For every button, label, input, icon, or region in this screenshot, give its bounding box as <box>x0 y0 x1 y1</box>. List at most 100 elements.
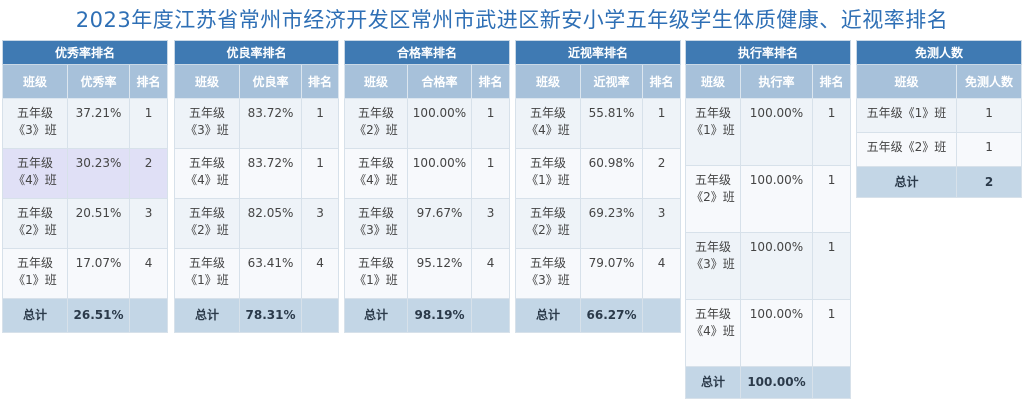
count-cell: 1 <box>955 132 1023 167</box>
class-cell: 五年级《4》班 <box>174 148 240 199</box>
total-label: 总计 <box>344 298 408 333</box>
table-row: 五年级《3》班 97.67% 3 <box>344 198 511 249</box>
table-row: 五年级《2》班 82.05% 3 <box>174 198 340 249</box>
rate-cell: 60.98% <box>580 148 643 199</box>
column-header-rank: 排名 <box>641 64 682 99</box>
table-row: 五年级《4》班 83.72% 1 <box>174 148 340 199</box>
column-header-rate: 优秀率 <box>67 64 130 99</box>
rank-cell: 2 <box>641 148 682 199</box>
total-row: 总计 98.19% <box>344 298 511 333</box>
table-row: 五年级《1》班 100.00% 1 <box>685 98 852 166</box>
rate-cell: 95.12% <box>407 248 472 299</box>
column-header-rank: 排名 <box>470 64 511 99</box>
table-row: 五年级《4》班 100.00% 1 <box>344 148 511 199</box>
rate-cell: 97.67% <box>407 198 472 249</box>
class-cell: 五年级《2》班 <box>685 165 741 233</box>
rank-cell: 1 <box>300 148 340 199</box>
table-row: 五年级《3》班 79.07% 4 <box>515 248 682 299</box>
table-row: 五年级《2》班 69.23% 3 <box>515 198 682 249</box>
rank-cell: 1 <box>811 299 852 367</box>
pass-rate-table: 合格率排名 班级 合格率 排名 五年级《2》班 100.00% 1 五年级《4》… <box>343 40 511 333</box>
class-cell: 五年级《4》班 <box>2 148 68 199</box>
column-header-rate: 近视率 <box>580 64 643 99</box>
rate-cell: 79.07% <box>580 248 643 299</box>
rate-cell: 83.72% <box>239 98 302 149</box>
class-cell: 五年级《1》班 <box>856 98 957 133</box>
total-value: 98.19% <box>407 298 472 333</box>
class-cell: 五年级《4》班 <box>685 299 741 367</box>
table-row: 五年级《4》班 55.81% 1 <box>515 98 682 149</box>
column-header-rank: 排名 <box>128 64 169 99</box>
class-cell: 五年级《1》班 <box>174 248 240 299</box>
rate-cell: 17.07% <box>67 248 130 299</box>
rank-cell: 1 <box>811 98 852 166</box>
page-title: 2023年度江苏省常州市经济开发区常州市武进区新安小学五年级学生体质健康、近视率… <box>75 8 949 32</box>
table-row: 五年级《2》班 100.00% 1 <box>344 98 511 149</box>
column-header-rank: 排名 <box>811 64 852 99</box>
rank-cell: 1 <box>128 98 169 149</box>
table-row: 五年级《1》班 63.41% 4 <box>174 248 340 299</box>
class-cell: 五年级《3》班 <box>174 98 240 149</box>
class-cell: 五年级《2》班 <box>515 198 581 249</box>
rate-cell: 83.72% <box>239 148 302 199</box>
column-header-rate: 优良率 <box>239 64 302 99</box>
table-header: 合格率排名 <box>343 40 511 65</box>
rate-cell: 30.23% <box>67 148 130 199</box>
class-cell: 五年级《4》班 <box>344 148 408 199</box>
class-cell: 五年级《1》班 <box>515 148 581 199</box>
total-row: 总计 100.00% <box>685 366 852 399</box>
rank-cell: 1 <box>300 98 340 149</box>
rank-cell: 3 <box>470 198 511 249</box>
excellent-rate-table: 优秀率排名 班级 优秀率 排名 五年级《3》班 37.21% 1 五年级《4》班… <box>1 40 169 333</box>
good-rate-table: 优良率排名 班级 优良率 排名 五年级《3》班 83.72% 1 五年级《4》班… <box>173 40 340 333</box>
table-header: 优良率排名 <box>173 40 340 65</box>
rate-cell: 100.00% <box>407 148 472 199</box>
rank-cell: 4 <box>300 248 340 299</box>
myopia-rate-table: 近视率排名 班级 近视率 排名 五年级《4》班 55.81% 1 五年级《1》班… <box>514 40 682 333</box>
column-header-class: 班级 <box>515 64 581 99</box>
rank-cell: 3 <box>128 198 169 249</box>
total-label: 总计 <box>856 166 957 198</box>
class-cell: 五年级《2》班 <box>856 132 957 167</box>
column-header-rate: 执行率 <box>740 64 813 99</box>
rate-cell: 100.00% <box>740 299 813 367</box>
rate-cell: 100.00% <box>740 98 813 166</box>
class-cell: 五年级《2》班 <box>344 98 408 149</box>
rate-cell: 20.51% <box>67 198 130 249</box>
total-value: 100.00% <box>740 366 813 399</box>
column-header-rank: 排名 <box>300 64 340 99</box>
class-cell: 五年级《3》班 <box>685 232 741 300</box>
column-header-class: 班级 <box>344 64 408 99</box>
total-row: 总计 2 <box>856 166 1023 198</box>
total-value: 2 <box>955 166 1023 198</box>
rank-cell: 1 <box>811 232 852 300</box>
table-header: 近视率排名 <box>514 40 682 65</box>
column-header-class: 班级 <box>685 64 741 99</box>
rank-cell: 1 <box>811 165 852 233</box>
rate-cell: 82.05% <box>239 198 302 249</box>
total-label: 总计 <box>685 366 741 399</box>
table-row: 五年级《4》班 100.00% 1 <box>685 299 852 367</box>
total-value: 66.27% <box>580 298 643 333</box>
table-header: 执行率排名 <box>684 40 852 65</box>
rank-cell: 4 <box>128 248 169 299</box>
rate-cell: 100.00% <box>407 98 472 149</box>
rate-cell: 100.00% <box>740 232 813 300</box>
total-label: 总计 <box>515 298 581 333</box>
table-row: 五年级《4》班 30.23% 2 <box>2 148 169 199</box>
rate-cell: 37.21% <box>67 98 130 149</box>
class-cell: 五年级《1》班 <box>2 248 68 299</box>
column-header-rate: 合格率 <box>407 64 472 99</box>
class-cell: 五年级《3》班 <box>515 248 581 299</box>
table-row: 五年级《2》班 20.51% 3 <box>2 198 169 249</box>
column-header-class: 班级 <box>174 64 240 99</box>
rate-cell: 100.00% <box>740 165 813 233</box>
class-cell: 五年级《3》班 <box>2 98 68 149</box>
class-cell: 五年级《4》班 <box>515 98 581 149</box>
exempt-count-table: 免测人数 班级 免测人数 五年级《1》班 1 五年级《2》班 1 总计 2 <box>855 40 1023 198</box>
rank-cell: 3 <box>300 198 340 249</box>
rank-cell: 4 <box>641 248 682 299</box>
class-cell: 五年级《1》班 <box>685 98 741 166</box>
table-row: 五年级《3》班 100.00% 1 <box>685 232 852 300</box>
table-row: 五年级《1》班 60.98% 2 <box>515 148 682 199</box>
